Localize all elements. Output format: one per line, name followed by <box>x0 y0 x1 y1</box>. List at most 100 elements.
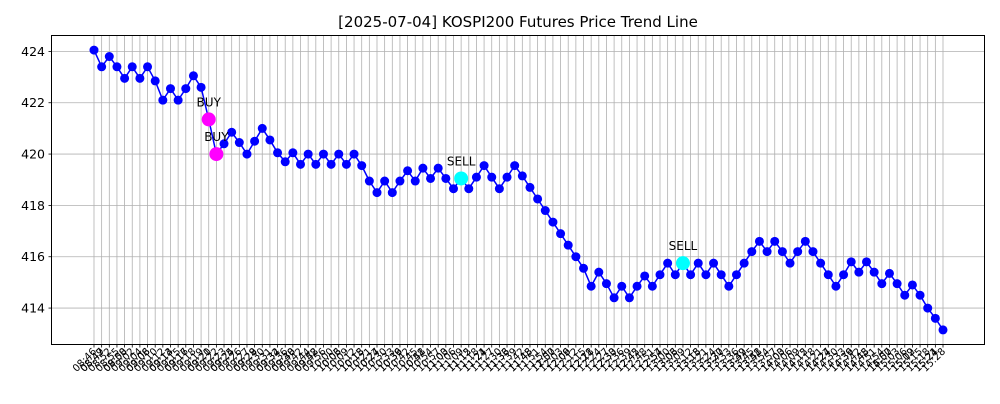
buy-marker <box>209 147 224 162</box>
data-point <box>143 62 153 72</box>
buy-label: BUY <box>197 95 222 109</box>
data-point <box>219 139 229 149</box>
data-point <box>150 76 160 86</box>
annotation-layer: BUY BUY SELL SELL <box>197 95 698 271</box>
data-point <box>135 73 145 83</box>
data-point <box>372 188 382 198</box>
data-point <box>433 163 443 173</box>
data-point <box>112 62 122 72</box>
data-point <box>265 135 275 145</box>
data-point <box>770 236 780 246</box>
data-point <box>609 293 619 303</box>
data-point <box>655 270 665 280</box>
data-point <box>563 240 573 250</box>
data-point <box>188 71 198 81</box>
buy-marker <box>201 112 216 127</box>
data-point <box>877 279 887 289</box>
data-point <box>165 84 175 94</box>
data-point <box>502 172 512 182</box>
data-point <box>716 270 726 280</box>
sell-label: SELL <box>669 239 698 253</box>
data-point <box>273 148 283 158</box>
data-point <box>808 247 818 257</box>
data-point <box>862 257 872 267</box>
data-point <box>257 123 267 133</box>
sell-label: SELL <box>447 154 476 168</box>
data-point <box>464 184 474 194</box>
data-point <box>854 267 864 277</box>
plot-frame <box>51 35 985 345</box>
data-point <box>686 270 696 280</box>
data-point <box>617 281 627 291</box>
data-point <box>296 159 306 169</box>
data-point <box>624 293 634 303</box>
data-point <box>510 161 520 171</box>
data-point <box>357 161 367 171</box>
buy-label: BUY <box>204 130 229 144</box>
data-point <box>739 258 749 268</box>
sell-marker <box>675 256 690 271</box>
data-point <box>494 184 504 194</box>
data-point <box>839 270 849 280</box>
data-point <box>479 161 489 171</box>
data-point <box>571 252 581 262</box>
data-point <box>280 157 290 167</box>
data-point <box>242 149 252 159</box>
data-point <box>533 194 543 204</box>
data-point <box>915 290 925 300</box>
chart-title: [2025-07-04] KOSPI200 Futures Price Tren… <box>338 13 698 31</box>
data-point <box>227 127 237 137</box>
data-point <box>754 236 764 246</box>
data-point <box>846 257 856 267</box>
data-point <box>594 267 604 277</box>
data-point <box>311 159 321 169</box>
data-point <box>663 258 673 268</box>
data-point <box>517 171 527 181</box>
data-point <box>556 229 566 239</box>
data-point <box>884 268 894 278</box>
data-point <box>816 258 826 268</box>
data-point <box>785 258 795 268</box>
data-point <box>831 281 841 291</box>
data-point <box>234 138 244 148</box>
data-point <box>487 172 497 182</box>
data-point <box>701 270 711 280</box>
data-point <box>120 73 130 83</box>
data-point <box>793 247 803 257</box>
data-point <box>196 82 206 92</box>
y-tick-label: 422 <box>21 95 45 110</box>
data-point <box>823 270 833 280</box>
data-point <box>540 206 550 216</box>
data-point <box>418 163 428 173</box>
data-point <box>104 52 114 62</box>
data-point <box>762 247 772 257</box>
data-point <box>670 270 680 280</box>
data-point <box>403 166 413 176</box>
data-point <box>938 325 948 335</box>
data-point <box>173 95 183 105</box>
data-point <box>318 149 328 159</box>
data-point <box>288 148 298 158</box>
data-point <box>410 176 420 186</box>
data-point <box>777 247 787 257</box>
data-point <box>579 263 589 273</box>
data-point <box>632 281 642 291</box>
data-point <box>303 149 313 159</box>
sell-marker <box>454 171 469 186</box>
data-point <box>731 270 741 280</box>
y-tick-label: 416 <box>21 249 45 264</box>
data-point <box>181 84 191 94</box>
x-axis: 08:4608:4708:4908:5208:5508:5809:0009:02… <box>71 344 948 375</box>
data-point <box>640 271 650 281</box>
data-point <box>724 281 734 291</box>
data-point <box>548 217 558 227</box>
data-point <box>441 173 451 183</box>
data-point <box>709 258 719 268</box>
data-point <box>900 290 910 300</box>
data-point <box>693 258 703 268</box>
data-point <box>334 149 344 159</box>
data-point <box>97 62 107 72</box>
data-point <box>448 184 458 194</box>
data-point <box>127 62 137 72</box>
